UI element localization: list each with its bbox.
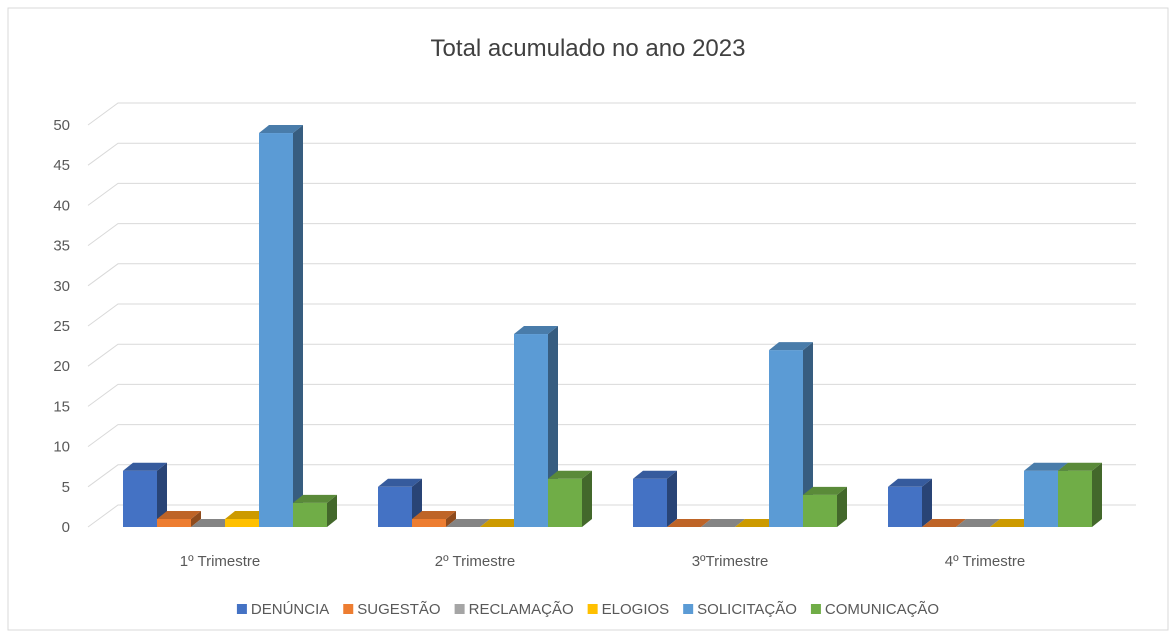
bar-top — [1058, 462, 1102, 471]
bar-top — [157, 510, 201, 519]
legend-swatch — [236, 604, 247, 614]
bar — [1058, 470, 1092, 527]
bar-side — [803, 342, 813, 527]
bar — [769, 350, 803, 527]
y-tick-label: 35 — [53, 238, 70, 255]
legend-swatch — [683, 604, 694, 614]
bar-side — [157, 462, 167, 527]
bar-top — [990, 519, 1034, 527]
grid-line — [87, 263, 1136, 287]
x-tick-label: 1º Trimestre — [180, 553, 261, 570]
bar — [888, 486, 922, 527]
bar-side — [293, 125, 303, 527]
y-tick-label: 45 — [53, 157, 70, 174]
bar — [157, 518, 191, 527]
y-tick-label: 15 — [53, 398, 70, 415]
y-tick-label: 50 — [53, 117, 70, 134]
bar-side — [837, 486, 847, 527]
bar-top — [956, 519, 1000, 527]
bar — [412, 518, 446, 527]
bar-side — [667, 470, 677, 527]
bar — [259, 133, 293, 528]
chart-frame — [7, 7, 1169, 631]
bar-top — [667, 519, 711, 527]
bar-side — [446, 510, 456, 527]
bar-top — [701, 519, 745, 527]
bar-top — [412, 510, 456, 519]
bar-top — [259, 125, 303, 134]
bar-top — [123, 462, 167, 471]
bar-top — [922, 519, 966, 527]
legend-label: SUGESTÃO — [357, 601, 440, 618]
x-tick-label: 2º Trimestre — [435, 553, 516, 570]
y-tick-label: 10 — [53, 439, 70, 456]
grid-line — [87, 102, 1136, 126]
bar-top — [191, 519, 235, 527]
bar-top — [548, 470, 592, 479]
y-tick-label: 30 — [53, 278, 70, 295]
bar-side — [582, 470, 592, 527]
bar-top — [769, 342, 813, 351]
legend-label: RECLAMAÇÃO — [469, 601, 574, 618]
legend-swatch — [454, 604, 465, 614]
bar-top — [888, 478, 932, 487]
y-tick-label: 25 — [53, 318, 70, 335]
x-tick-label: 4º Trimestre — [945, 553, 1026, 570]
y-tick-label: 20 — [53, 358, 70, 375]
bar-top — [225, 510, 269, 519]
legend-label: ELOGIOS — [602, 601, 670, 618]
x-tick-label: 3ºTrimestre — [692, 553, 769, 570]
bar — [548, 478, 582, 527]
chart-title: Total acumulado no ano 2023 — [431, 35, 746, 62]
bar-top — [633, 470, 677, 479]
bar-side — [922, 478, 932, 527]
bar — [378, 486, 412, 527]
legend-label: SOLICITAÇÃO — [697, 601, 797, 618]
bar-side — [191, 510, 201, 527]
bar-top — [1024, 462, 1068, 471]
bar-side — [327, 494, 337, 527]
bar — [293, 502, 327, 527]
legend-label: DENÚNCIA — [251, 601, 329, 618]
bar-top — [378, 478, 422, 487]
bar-side — [1092, 462, 1102, 527]
grid-line — [87, 182, 1136, 206]
bar — [514, 334, 548, 527]
legend-label: COMUNICAÇÃO — [825, 601, 939, 618]
legend-swatch — [587, 604, 598, 614]
bar — [1024, 470, 1058, 527]
legend-swatch — [343, 604, 354, 614]
bar-top — [803, 486, 847, 495]
bar — [803, 494, 837, 527]
bar-top — [446, 519, 490, 527]
bar — [123, 470, 157, 527]
grid-line — [87, 142, 1136, 166]
y-tick-label: 0 — [62, 519, 70, 536]
grid-line — [87, 223, 1136, 247]
legend-swatch — [810, 604, 821, 614]
grid-line — [87, 303, 1136, 327]
y-tick-label: 5 — [62, 479, 70, 496]
y-tick-label: 40 — [53, 197, 70, 214]
bar — [225, 518, 259, 527]
bar-top — [514, 326, 558, 335]
bar-top — [480, 519, 524, 527]
bar-top — [735, 519, 779, 527]
bar-top — [293, 494, 337, 503]
bar — [633, 478, 667, 527]
